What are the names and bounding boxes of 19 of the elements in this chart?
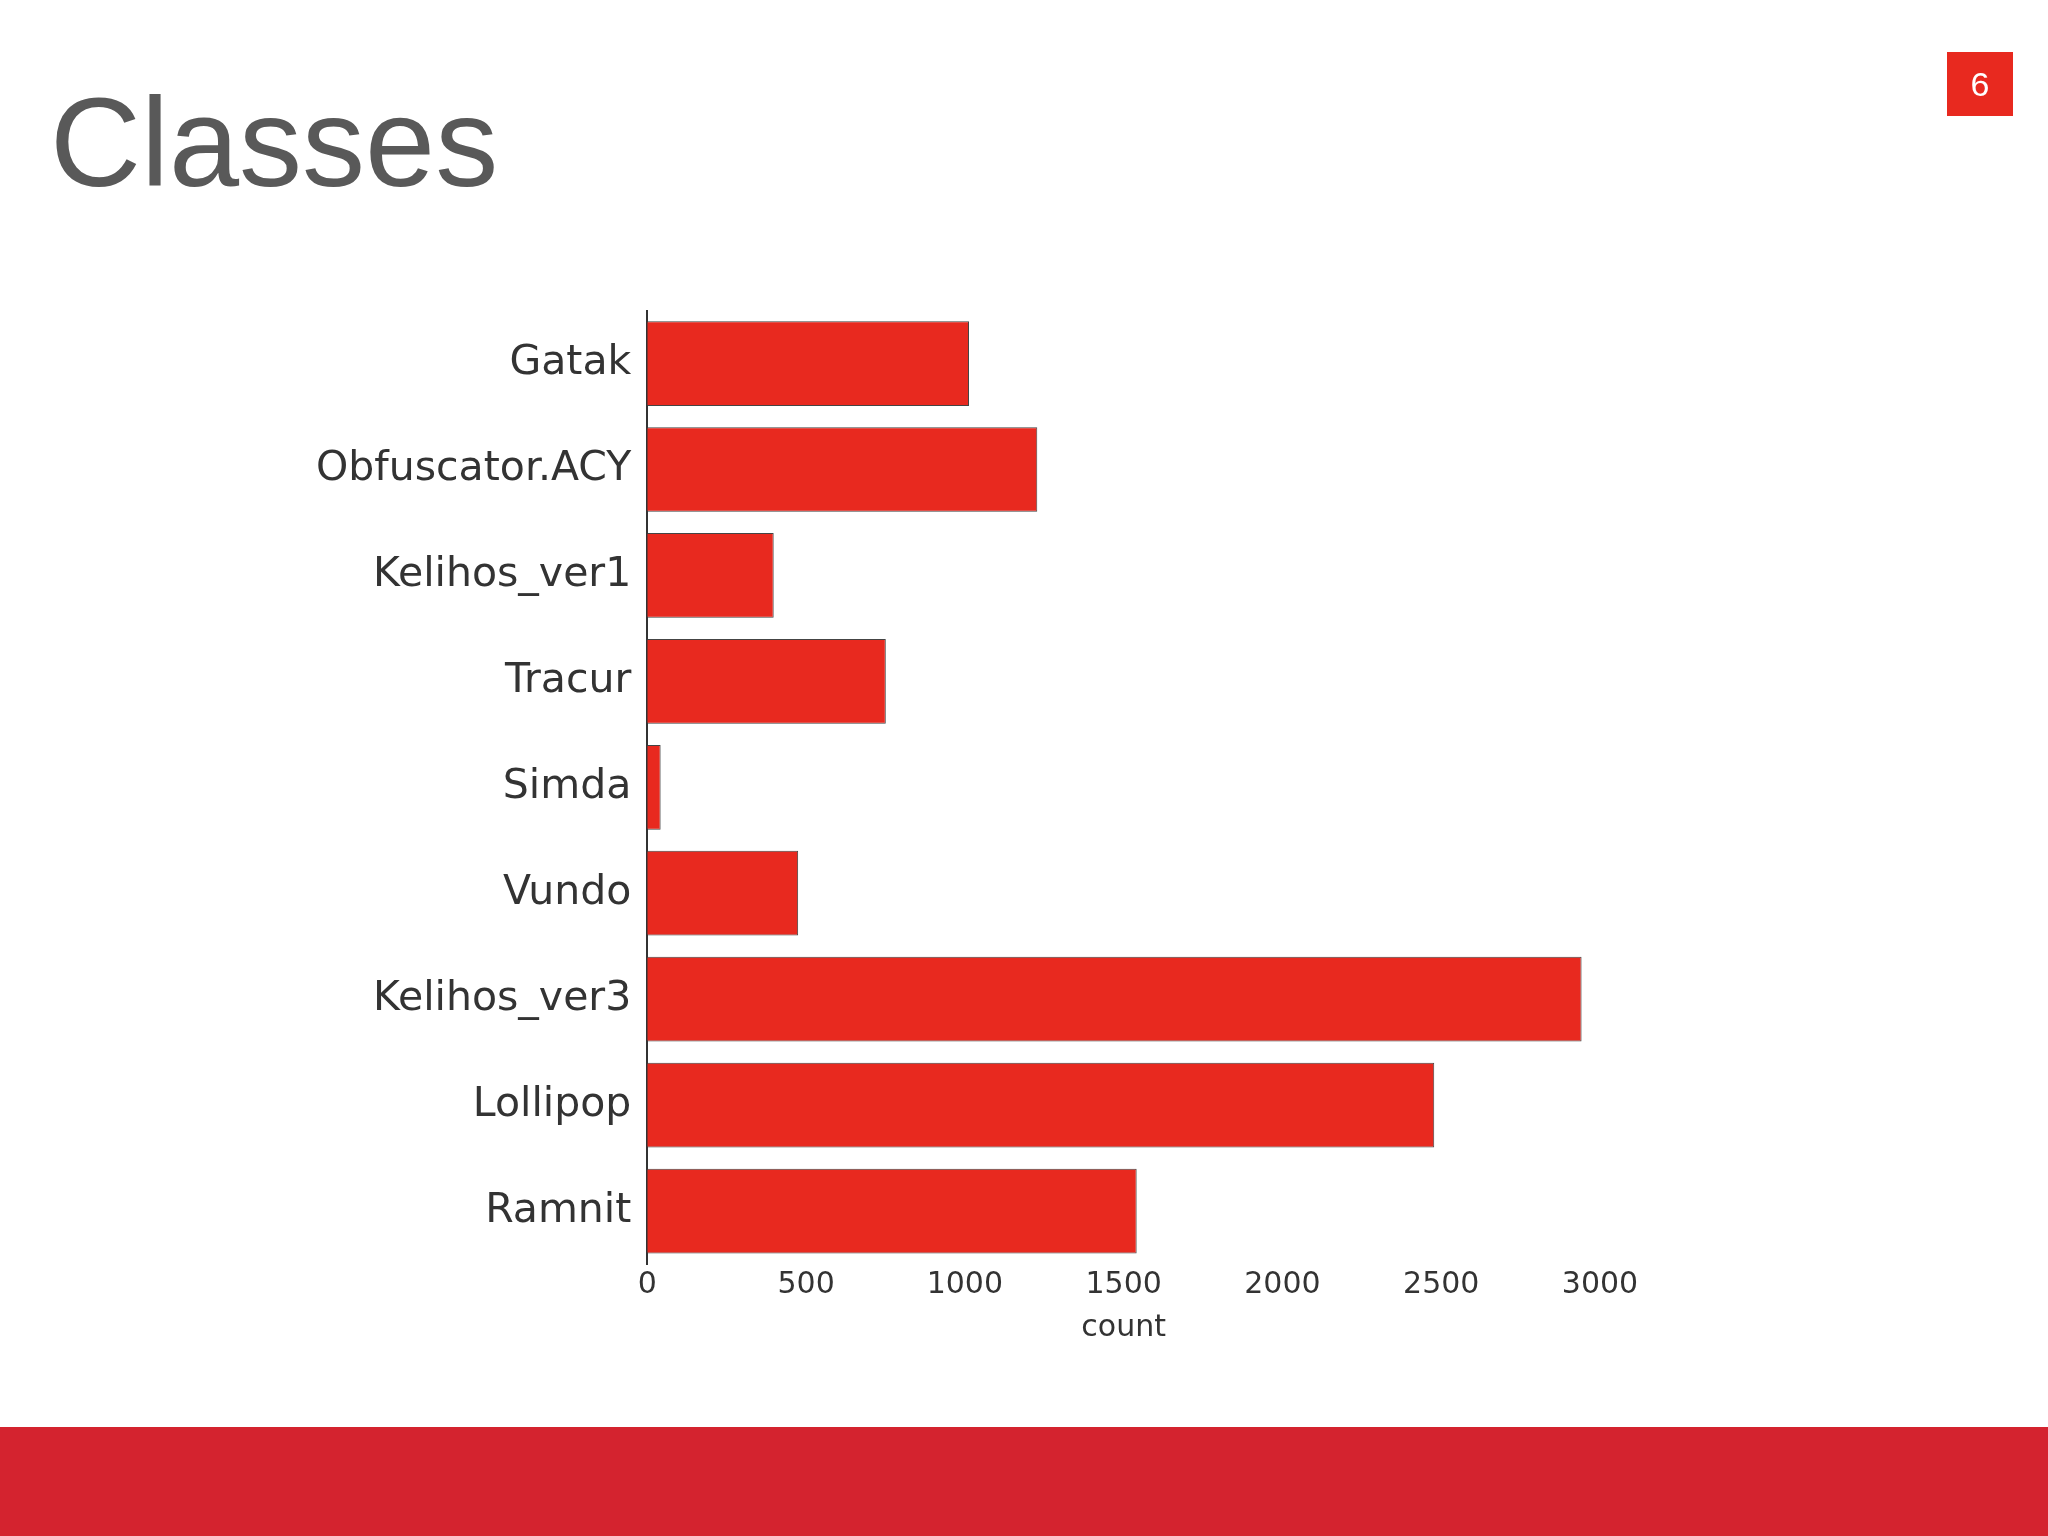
x-tick-label: 500 [777, 1264, 835, 1300]
x-tick-label: 2500 [1403, 1264, 1480, 1300]
x-axis-title: count [1081, 1307, 1167, 1343]
y-tick-label: Gatak [509, 336, 632, 385]
x-tick-label: 1000 [926, 1264, 1004, 1300]
chart-title: Classes [50, 71, 499, 215]
x-tick-label: 2000 [1244, 1264, 1321, 1300]
x-tick-label: 1500 [1085, 1264, 1162, 1300]
y-tick-label: Obfuscator.ACY [316, 442, 633, 491]
text: 6 [1947, 52, 2013, 116]
y-tick-label: Simda [502, 759, 632, 808]
y-tick-label: Tracur [503, 654, 632, 703]
y-tick-label: Kelihos_ver1 [373, 548, 632, 597]
x-tick-label: 3000 [1561, 1264, 1639, 1300]
y-tick-label: Vundo [502, 865, 632, 914]
y-tick-label: Lollipop [472, 1077, 632, 1126]
y-tick-label: Kelihos_ver3 [373, 971, 632, 1020]
y-tick-label: Ramnit [485, 1183, 632, 1232]
x-tick-label: 0 [637, 1264, 657, 1300]
